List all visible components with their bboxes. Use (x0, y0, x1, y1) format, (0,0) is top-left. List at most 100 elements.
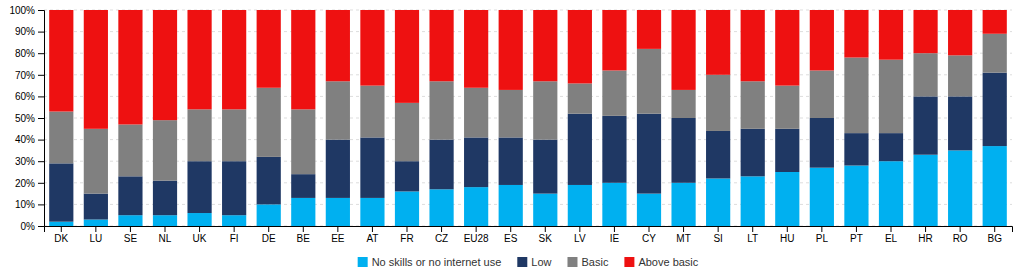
bar (602, 183, 626, 226)
x-tick: ES (504, 226, 518, 244)
bar (360, 86, 384, 138)
x-tick-label: FI (230, 233, 239, 244)
bar (810, 118, 834, 168)
x-tick-label: BE (297, 233, 311, 244)
y-tick: 30% (15, 156, 44, 167)
bar (49, 163, 73, 221)
bar (913, 10, 937, 53)
bar (118, 124, 142, 176)
x-tick: LV (574, 226, 586, 244)
tick-mark (891, 226, 892, 232)
bar (360, 137, 384, 197)
x-tick-label: SE (124, 233, 138, 244)
grid (44, 10, 1012, 226)
x-tick-label: RO (953, 233, 968, 244)
bar (84, 194, 108, 220)
bar (844, 166, 868, 226)
bar (741, 176, 765, 226)
bar (568, 185, 592, 226)
bar (49, 10, 73, 112)
bar (671, 183, 695, 226)
bar (326, 81, 350, 139)
bar (844, 133, 868, 165)
tick-mark (476, 226, 477, 232)
legend-label: Above basic (638, 256, 698, 268)
bar (222, 10, 246, 109)
x-tick: CZ (435, 226, 448, 244)
tick-mark (38, 53, 44, 54)
x-tick: EE (331, 226, 345, 244)
tick-mark (752, 226, 753, 232)
legend-label: Low (531, 256, 551, 268)
bar (637, 10, 661, 49)
x-tick: DE (262, 226, 276, 244)
bar (948, 55, 972, 96)
bar (741, 129, 765, 177)
x-tick-label: CY (642, 233, 656, 244)
tick-mark (925, 226, 926, 232)
legend-item: Low (517, 256, 551, 268)
bar (84, 220, 108, 226)
axis-line (45, 227, 1013, 233)
y-tick-label: 90% (15, 26, 35, 37)
tick-mark (61, 226, 62, 232)
bar (568, 83, 592, 113)
bar (222, 161, 246, 215)
bar (568, 10, 592, 83)
bar (84, 129, 108, 194)
tick-mark (545, 226, 546, 232)
bar (948, 150, 972, 226)
bar (187, 10, 211, 109)
bar (222, 215, 246, 226)
bar (671, 10, 695, 90)
y-tick-label: 80% (15, 48, 35, 59)
tick-mark (130, 226, 131, 232)
tick-mark (199, 226, 200, 232)
tick-mark (856, 226, 857, 232)
bar (844, 58, 868, 134)
bar (187, 213, 211, 226)
bar (118, 215, 142, 226)
tick-mark (718, 226, 719, 232)
x-tick: FI (230, 226, 239, 244)
tick-mark (38, 183, 44, 184)
y-tick: 10% (15, 199, 44, 210)
bar (429, 140, 453, 190)
bar (568, 114, 592, 185)
tick-mark (614, 226, 615, 232)
bar (499, 90, 523, 138)
x-tick-label: EE (331, 233, 345, 244)
tick-mark (441, 226, 442, 232)
bar (602, 70, 626, 115)
bar (706, 178, 730, 226)
y-tick: 70% (15, 70, 44, 81)
bar (879, 133, 903, 161)
bar (983, 146, 1007, 226)
bar (671, 118, 695, 183)
legend-swatch (567, 257, 577, 267)
x-tick-label: BG (987, 233, 1002, 244)
x-tick-label: CZ (435, 233, 448, 244)
x-tick-label: NL (159, 233, 172, 244)
x-tick: CY (642, 226, 656, 244)
bar (464, 10, 488, 88)
bar (983, 73, 1007, 146)
legend-swatch (358, 257, 368, 267)
bar (533, 194, 557, 226)
bar (153, 10, 177, 120)
bar (464, 187, 488, 226)
x-tick: LU (89, 226, 102, 244)
x-tick: IE (610, 226, 620, 244)
x-tick: LT (747, 226, 758, 244)
y-axis: 0%10%20%30%40%50%60%70%80%90%100% (9, 5, 44, 232)
bar (499, 137, 523, 185)
x-tick: FR (400, 226, 413, 244)
x-tick-label: HR (918, 233, 932, 244)
legend-item: Basic (567, 256, 608, 268)
x-tick: RO (953, 226, 968, 244)
bar (49, 112, 73, 164)
tick-mark (38, 204, 44, 205)
x-tick: HU (780, 226, 794, 244)
tick-mark (649, 226, 650, 232)
tick-mark (960, 226, 961, 232)
